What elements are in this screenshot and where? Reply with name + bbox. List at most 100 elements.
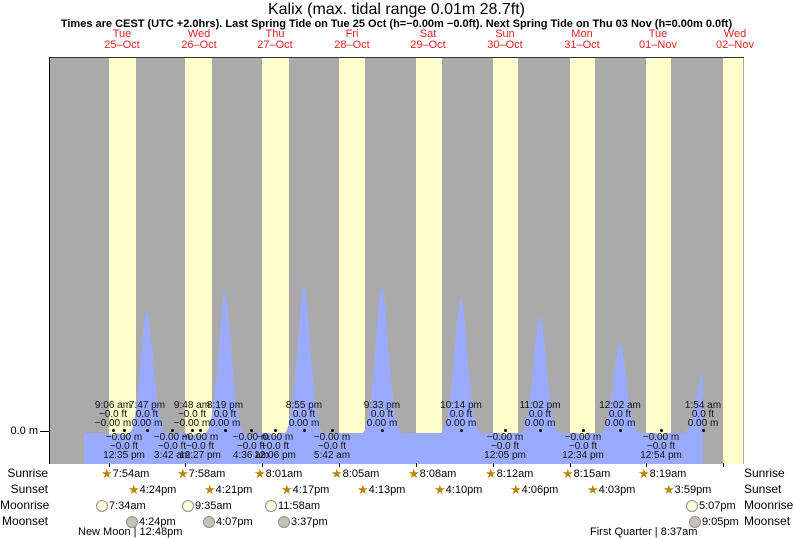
day-tick xyxy=(646,463,647,467)
tide-event-dot xyxy=(538,429,542,432)
tide-event-label-line: 0.00 m xyxy=(604,418,636,429)
tide-event-label-above: 12:02 am 0.0 ft 0.00 m xyxy=(588,401,652,429)
moonset-time: 3:37pm xyxy=(291,515,328,528)
daylight-band xyxy=(723,58,743,464)
tide-event-label-line: −0.00 m xyxy=(232,432,270,443)
tide-event-label-line: −0.00 m xyxy=(256,432,294,443)
sunset-entry: ★ 4:03pm xyxy=(587,483,635,497)
sun-star-icon: ★ xyxy=(177,466,189,481)
moonrise-entry: 11:58am xyxy=(265,499,320,513)
moonrise-icon xyxy=(182,500,194,512)
tide-event-label-line: 0.00 m xyxy=(687,418,719,429)
tide-event-label-below: −0.00 m −0.0 ft 12:34 pm xyxy=(551,433,615,461)
tide-event-dot xyxy=(459,429,463,432)
day-weekday: Thu xyxy=(265,28,285,40)
moonrise-icon xyxy=(265,500,277,512)
sun-star-icon: ★ xyxy=(281,482,293,497)
day-tick xyxy=(570,463,571,467)
sunset-time: 4:17pm xyxy=(292,483,330,496)
tide-event-dot xyxy=(145,429,149,432)
day-label: Fri 28–Oct xyxy=(316,29,388,51)
tide-event-dot xyxy=(380,429,384,432)
tide-event-label-below: −0.00 m −0.0 ft 3:42 am xyxy=(140,432,204,461)
day-label: Tue 01–Nov xyxy=(622,29,694,51)
sunrise-entry: ★ 7:54am xyxy=(101,467,149,481)
tide-event-label-line: 0.0 ft xyxy=(213,409,237,420)
sun-star-icon: ★ xyxy=(587,482,599,497)
tide-event-dot xyxy=(170,429,174,432)
sunset-entry: ★ 4:17pm xyxy=(281,483,329,497)
day-tick xyxy=(262,463,263,467)
daylight-band xyxy=(262,58,289,464)
sunset-time: 3:59pm xyxy=(674,483,712,496)
sun-star-icon: ★ xyxy=(128,482,140,497)
tide-event-dot xyxy=(198,429,202,432)
tide-event-label-line: 12:27 pm xyxy=(179,450,221,461)
sunset-time: 4:21pm xyxy=(215,483,253,496)
tide-event-label-line: 9:06 am xyxy=(94,400,132,411)
day-weekday: Fri xyxy=(345,28,359,40)
tide-event-label-above: 1:54 am 0.0 ft 0.00 m xyxy=(671,401,735,429)
tide-event-label-line: −0.0 ft xyxy=(157,441,187,452)
sunrise-time: 8:19am xyxy=(649,467,687,480)
tide-event-dot xyxy=(618,429,622,432)
moonset-icon xyxy=(689,516,701,528)
moonrise-entry: 5:07pm xyxy=(686,499,736,513)
tide-event-label-line: 0.00 m xyxy=(524,418,556,429)
tide-event-dot xyxy=(111,429,115,432)
day-weekday: Tue xyxy=(112,28,132,40)
moonrise-icon xyxy=(96,500,108,512)
tide-event-dot xyxy=(273,429,277,432)
tide-event-label-below: −0.00 m −0.0 ft 12:54 pm xyxy=(629,433,693,461)
day-date: 29–Oct xyxy=(410,39,446,51)
day-weekday: Wed xyxy=(723,28,747,40)
day-tick xyxy=(339,463,340,467)
day-date: 27–Oct xyxy=(257,39,293,51)
tide-event-label-line: 0.0 ft xyxy=(449,409,473,420)
tide-event-label-line: 0.00 m xyxy=(445,418,477,429)
sunrise-time: 7:54am xyxy=(112,467,150,480)
moonset-time: 9:05pm xyxy=(702,515,739,528)
sun-star-icon: ★ xyxy=(485,466,497,481)
row-label-moonrise-right: Moonrise xyxy=(744,498,793,512)
tide-event-label-line: 12:06 pm xyxy=(254,450,296,461)
tide-event-dot xyxy=(122,429,126,432)
sunrise-entry: ★ 8:05am xyxy=(331,467,379,481)
sunset-entry: ★ 4:24pm xyxy=(128,483,176,497)
sun-star-icon: ★ xyxy=(510,482,522,497)
tide-curve-path xyxy=(84,286,703,464)
tide-event-label-line: 0.00 m xyxy=(288,418,320,429)
daylight-band xyxy=(339,58,365,464)
day-date: 31–Oct xyxy=(564,39,600,51)
day-date: 25–Oct xyxy=(104,39,140,51)
day-label: Wed 26–Oct xyxy=(163,29,235,51)
tide-event-dot xyxy=(659,429,663,432)
day-date: 26–Oct xyxy=(181,39,217,51)
day-label: Sun 30–Oct xyxy=(469,29,541,51)
day-date: 30–Oct xyxy=(487,39,523,51)
tide-event-label-line: −0.0 ft xyxy=(490,441,520,452)
day-date: 01–Nov xyxy=(639,39,677,51)
moonset-entry: 4:24pm xyxy=(126,515,176,529)
day-weekday: Tue xyxy=(648,28,668,40)
tide-event-label-line: 0.00 m xyxy=(366,418,398,429)
day-weekday: Mon xyxy=(571,28,593,40)
tide-event-label-below: −0.00 m −0.0 ft 4:36 am xyxy=(219,432,283,461)
tide-event-label-line: 0.0 ft xyxy=(691,409,715,420)
tide-event-label-above: 11:02 pm 0.0 ft 0.00 m xyxy=(508,401,572,429)
sun-star-icon: ★ xyxy=(204,482,216,497)
tide-event-label-line: 0.0 ft xyxy=(292,409,316,420)
tide-event-label-line: 9:33 pm xyxy=(363,400,401,411)
row-label-sunset-right: Sunset xyxy=(744,482,782,496)
sunrise-time: 7:58am xyxy=(188,467,226,480)
daylight-band xyxy=(493,58,518,464)
day-label: Wed 02–Nov xyxy=(699,29,771,51)
tide-event-label-line: −0.00 m xyxy=(181,432,219,443)
moon-phase-label: First Quarter | 8:37am xyxy=(590,526,698,538)
tide-event-dot xyxy=(330,429,334,432)
tide-event-label-line: 0.0 ft xyxy=(135,409,159,420)
tide-event-label-below: −0.00 m −0.0 ft 12:06 pm xyxy=(243,432,307,461)
tide-event-dot xyxy=(190,429,194,432)
tide-event-label-line: −0.00 m xyxy=(153,432,191,443)
